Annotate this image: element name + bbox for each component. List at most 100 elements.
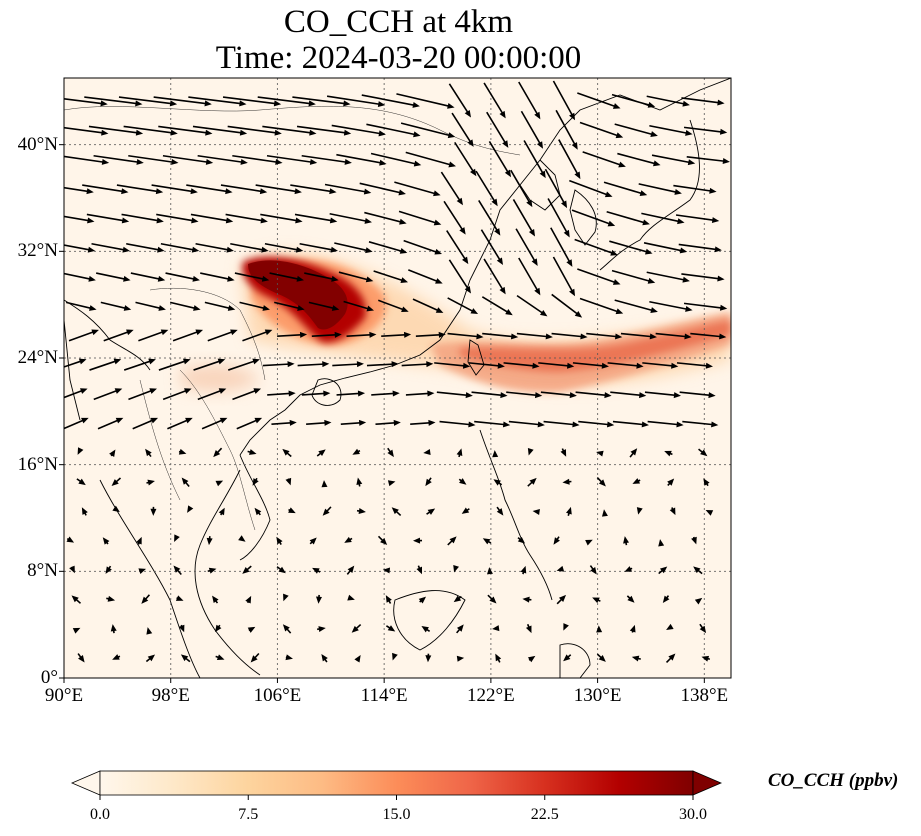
wind-vector xyxy=(448,83,470,115)
lon-tick-label: 106°E xyxy=(253,685,302,706)
wind-arrowhead xyxy=(252,358,260,365)
wind-arrowhead xyxy=(204,100,212,107)
wind-vector xyxy=(405,392,431,396)
wind-vector xyxy=(412,298,441,312)
wind-vector xyxy=(368,241,404,253)
wind-vector xyxy=(483,82,505,116)
wind-arrowhead xyxy=(392,390,400,397)
wind-arrowhead xyxy=(205,158,214,165)
wind-arrowhead xyxy=(114,388,123,394)
wind-arrowhead xyxy=(610,249,618,256)
wind-vector xyxy=(64,186,90,193)
wind-arrowhead xyxy=(365,247,373,254)
wind-arrowhead xyxy=(438,331,446,338)
wind-arrowhead xyxy=(447,102,455,109)
wind-arrowhead xyxy=(382,567,391,574)
wind-vector xyxy=(655,332,688,338)
wind-arrowhead xyxy=(574,310,583,318)
wind-arrowhead xyxy=(534,392,543,399)
wind-arrowhead xyxy=(434,248,443,255)
wind-vector xyxy=(138,330,165,342)
wind-arrowhead xyxy=(462,362,471,369)
wind-vector xyxy=(123,359,153,371)
wind-arrowhead xyxy=(526,199,533,208)
wind-arrowhead xyxy=(239,129,248,136)
wind-vector xyxy=(121,213,161,222)
wind-arrowhead xyxy=(502,421,511,428)
wind-vector xyxy=(538,362,571,367)
wind-vector xyxy=(331,124,383,135)
wind-vector xyxy=(329,212,369,223)
wind-arrowhead xyxy=(185,417,193,424)
wind-vector xyxy=(451,112,473,144)
wind-arrowhead xyxy=(126,329,134,336)
axis-ticks xyxy=(59,144,705,683)
wind-vector xyxy=(274,301,301,310)
wind-arrowhead xyxy=(155,188,164,195)
wind-arrowhead xyxy=(227,305,236,311)
wind-vector xyxy=(277,333,304,338)
wind-arrowhead xyxy=(138,568,147,574)
wind-arrowhead xyxy=(71,595,79,603)
wind-arrowhead xyxy=(289,419,297,426)
wind-arrowhead xyxy=(297,305,305,311)
wind-arrowhead xyxy=(416,566,423,575)
wind-arrowhead xyxy=(87,246,96,253)
wind-arrowhead xyxy=(169,100,178,107)
wind-arrowhead xyxy=(171,158,179,165)
wind-vector xyxy=(343,300,371,311)
wind-vector xyxy=(400,122,452,137)
wind-arrowhead xyxy=(694,597,703,605)
wind-vector xyxy=(123,125,174,134)
wind-arrowhead xyxy=(136,158,144,165)
wind-arrowhead xyxy=(378,130,386,137)
wind-arrowhead xyxy=(240,158,248,165)
wind-arrowhead xyxy=(329,188,337,195)
wind-arrowhead xyxy=(536,141,544,149)
lon-tick-label: 98°E xyxy=(151,685,190,706)
wind-arrowhead xyxy=(391,507,399,515)
wind-arrowhead xyxy=(121,188,129,195)
wind-arrowhead xyxy=(493,479,501,486)
wind-arrowhead xyxy=(147,654,156,662)
wind-arrowhead xyxy=(708,392,716,399)
wind-arrowhead xyxy=(492,625,500,632)
wind-arrowhead xyxy=(380,537,388,546)
wind-arrowhead xyxy=(357,390,366,397)
wind-vector xyxy=(540,391,574,397)
wind-arrowhead xyxy=(157,275,166,282)
wind-vector xyxy=(649,124,689,135)
wind-vector xyxy=(193,359,222,371)
wind-vector xyxy=(649,300,689,311)
wind-arrowhead xyxy=(252,478,259,486)
wind-arrowhead xyxy=(354,655,361,663)
wind-vector xyxy=(167,418,190,430)
wind-vector xyxy=(579,297,620,313)
wind-vector xyxy=(255,184,299,193)
wind-arrowhead xyxy=(187,505,194,513)
wind-arrowhead xyxy=(278,566,286,574)
wind-arrowhead xyxy=(531,258,538,266)
colorbar-tick-label: 22.5 xyxy=(530,806,559,823)
wind-vector xyxy=(611,93,652,107)
wind-vector xyxy=(488,141,510,175)
wind-arrowhead xyxy=(91,329,99,336)
wind-arrowhead xyxy=(322,361,330,368)
wind-arrowhead xyxy=(81,417,89,424)
wind-arrowhead xyxy=(121,217,130,224)
wind-arrowhead xyxy=(288,507,296,514)
wind-arrowhead xyxy=(218,507,225,516)
wind-vector xyxy=(508,420,541,426)
wind-vector xyxy=(262,363,291,367)
wind-arrowhead xyxy=(571,142,578,150)
wind-vector xyxy=(359,182,403,194)
wind-vector xyxy=(239,301,267,310)
wind-arrowhead xyxy=(351,625,359,633)
wind-arrowhead xyxy=(677,218,685,225)
wind-vector xyxy=(65,301,93,310)
wind-arrowhead xyxy=(195,329,204,336)
wind-arrowhead xyxy=(423,449,431,455)
wind-vector xyxy=(201,418,225,430)
wind-vector xyxy=(116,184,160,193)
colorbar-tick-label: 15.0 xyxy=(382,806,411,823)
